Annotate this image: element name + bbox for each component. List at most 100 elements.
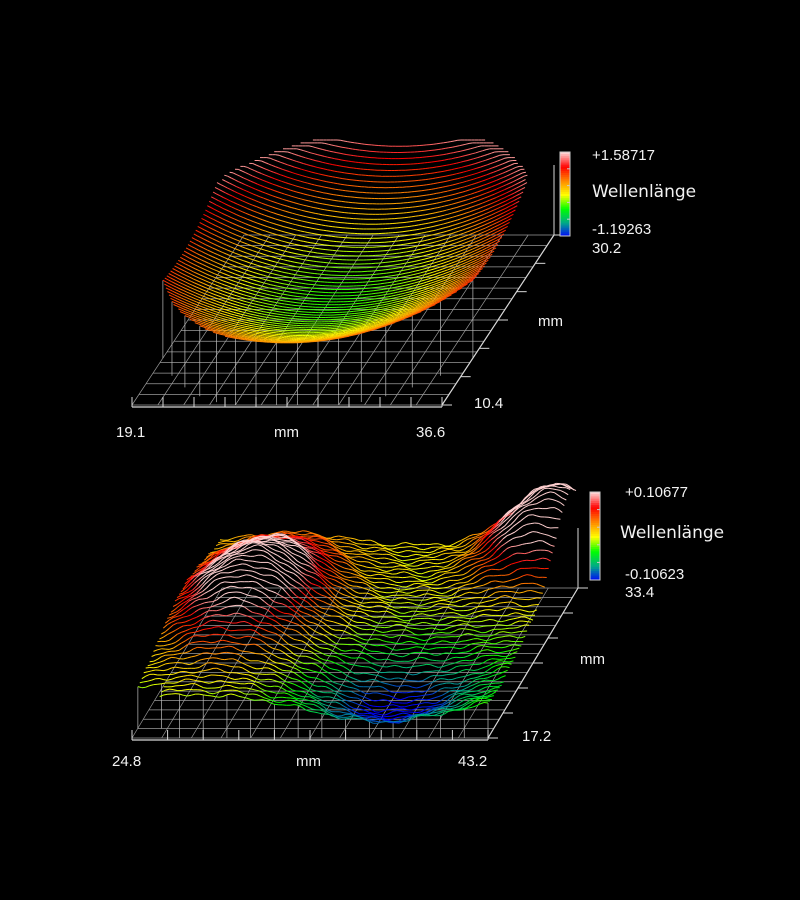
surface-profile-segment — [253, 303, 257, 305]
surface-profile-segment — [357, 320, 361, 322]
surface-profile-segment — [313, 251, 318, 254]
surface-profile-segment — [238, 198, 243, 202]
surface-profile-segment — [189, 303, 194, 307]
surface-profile-segment — [503, 166, 508, 169]
surface-profile-segment — [235, 185, 240, 189]
surface-profile-segment — [306, 205, 311, 208]
surface-profile-segment — [483, 249, 488, 253]
surface-profile-segment — [403, 298, 407, 301]
surface-profile-segment — [503, 184, 507, 187]
surface-profile-segment — [355, 328, 360, 331]
surface-profile-segment — [246, 301, 250, 304]
surface-profile-segment — [265, 192, 270, 195]
surface-profile-segment — [402, 306, 407, 309]
surface-profile-segment — [462, 273, 466, 276]
surface-profile-segment — [199, 262, 204, 266]
surface-profile-segment — [241, 271, 245, 274]
surface-profile-segment — [313, 153, 318, 156]
surface-profile-segment — [258, 228, 263, 231]
surface-profile-segment — [278, 253, 283, 256]
surface-profile-segment — [236, 333, 240, 336]
surface-profile-segment — [469, 248, 473, 251]
surface-profile-segment — [192, 314, 196, 317]
surface-profile-segment — [168, 273, 173, 276]
surface-profile-segment — [208, 211, 213, 215]
surface-profile-segment — [268, 287, 272, 289]
surface-profile-segment — [504, 219, 509, 223]
surface-profile-segment — [370, 308, 374, 310]
surface-profile-segment — [307, 194, 311, 197]
surface-profile-segment — [398, 317, 403, 320]
surface-profile-segment — [432, 291, 436, 294]
surface-profile-segment — [469, 534, 474, 537]
surface-profile-segment — [183, 312, 188, 315]
surface-profile-segment — [218, 329, 223, 332]
surface-profile-segment — [436, 240, 440, 243]
surface-profile-segment — [217, 541, 223, 544]
surface-profile-segment — [415, 304, 420, 308]
surface-profile-segment — [288, 183, 293, 186]
surface-profile-segment — [523, 182, 528, 185]
surface-profile-segment — [297, 208, 302, 211]
surface-profile-segment — [465, 275, 470, 278]
surface-profile-segment — [454, 265, 459, 268]
surface-profile-segment — [180, 302, 185, 305]
surface-profile-segment — [272, 183, 277, 186]
surface-profile-segment — [396, 296, 401, 298]
surface-profile-segment — [184, 263, 189, 267]
surface-profile-segment — [447, 221, 451, 224]
surface-profile-segment — [236, 312, 241, 315]
surface-profile-segment — [270, 312, 274, 314]
surface-profile-segment — [300, 262, 305, 265]
surface-profile-segment — [455, 156, 459, 159]
surface-profile-segment — [473, 234, 478, 237]
surface-profile-segment — [513, 170, 518, 174]
surface-profile-segment — [221, 228, 226, 231]
surface-profile-segment — [458, 258, 463, 261]
surface-profile-segment — [352, 329, 357, 331]
surface-profile-segment — [330, 181, 334, 184]
surface-profile-segment — [174, 283, 179, 286]
surface-profile-segment — [470, 192, 475, 195]
surface-profile-segment — [236, 292, 241, 295]
surface-profile-segment — [258, 277, 262, 280]
surface-profile-segment — [270, 237, 275, 240]
surface-profile-segment — [197, 225, 202, 229]
surface-profile-segment — [201, 242, 206, 246]
surface-profile-segment — [440, 170, 445, 173]
surface-profile-segment — [254, 283, 259, 286]
surface-profile-segment — [407, 288, 412, 291]
surface-profile-segment — [439, 288, 443, 291]
surface-profile-segment — [191, 296, 196, 300]
surface-profile-segment — [451, 168, 455, 171]
surface-profile-segment — [273, 277, 278, 280]
surface-profile-segment — [429, 234, 434, 236]
surface-profile-segment — [434, 284, 439, 287]
surface-profile-segment — [249, 249, 253, 252]
surface-profile-segment — [480, 265, 485, 269]
surface-profile-segment — [212, 191, 217, 195]
surface-profile-segment — [237, 230, 242, 233]
surface-profile-segment — [435, 293, 440, 296]
surface-profile-segment — [295, 234, 299, 236]
surface-profile-segment — [426, 260, 431, 263]
surface-profile-segment — [277, 278, 282, 280]
surface-profile-segment — [198, 249, 203, 253]
surface-profile-segment — [478, 268, 483, 271]
surface-profile-segment — [428, 188, 432, 191]
surface-profile-segment — [206, 324, 211, 327]
surface-profile-segment — [392, 260, 396, 263]
surface-profile-segment — [286, 199, 290, 202]
surface-profile-segment — [359, 314, 364, 316]
surface-profile-segment — [272, 195, 277, 198]
surface-profile-segment — [491, 205, 496, 208]
surface-profile-segment — [321, 174, 326, 176]
surface-profile-segment — [232, 223, 237, 226]
surface-profile-segment — [246, 190, 251, 194]
surface-profile-segment — [467, 279, 472, 283]
surface-profile-segment — [404, 262, 408, 264]
surface-profile-segment — [417, 305, 421, 308]
surface-profile-segment — [332, 176, 336, 178]
surface-profile-segment — [480, 231, 485, 234]
surface-profile-segment — [250, 311, 255, 313]
